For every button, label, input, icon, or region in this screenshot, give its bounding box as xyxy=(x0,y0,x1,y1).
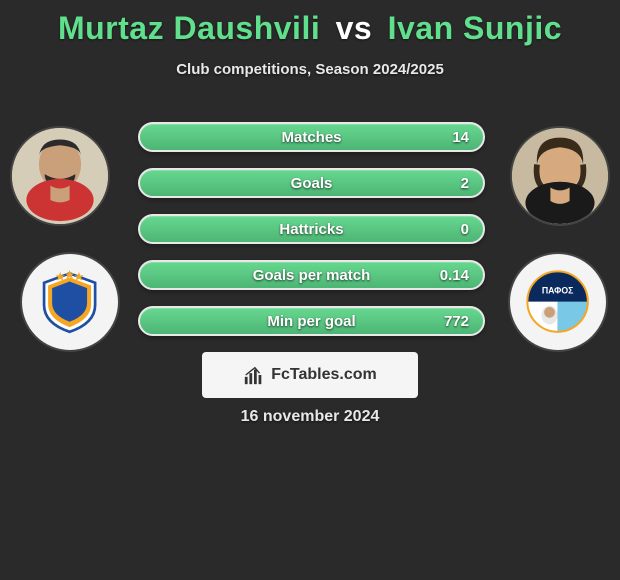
comparison-title: Murtaz Daushvili vs Ivan Sunjic xyxy=(0,0,620,47)
stat-label: Goals per match xyxy=(253,267,371,284)
svg-text:ΠΑΦΟΣ: ΠΑΦΟΣ xyxy=(542,286,574,296)
stat-bar-matches: Matches 14 xyxy=(138,122,485,152)
stat-label: Min per goal xyxy=(267,313,355,330)
stat-label: Matches xyxy=(281,129,341,146)
player2-club-badge: ΠΑΦΟΣ xyxy=(508,252,608,352)
stats-bars: Matches 14 Goals 2 Hattricks 0 Goals per… xyxy=(138,122,485,352)
stat-bar-hattricks: Hattricks 0 xyxy=(138,214,485,244)
brand-text: FcTables.com xyxy=(271,366,377,384)
stat-value-right: 14 xyxy=(452,129,469,146)
stat-label: Hattricks xyxy=(279,221,343,238)
stat-bar-goals: Goals 2 xyxy=(138,168,485,198)
player2-avatar xyxy=(510,126,610,226)
stat-value-right: 0.14 xyxy=(440,267,469,284)
stat-value-right: 0 xyxy=(461,221,469,238)
subtitle: Club competitions, Season 2024/2025 xyxy=(0,61,620,78)
vs-label: vs xyxy=(336,10,373,46)
stat-bar-min-per-goal: Min per goal 772 xyxy=(138,306,485,336)
stat-value-right: 772 xyxy=(444,313,469,330)
player2-name: Ivan Sunjic xyxy=(388,10,562,46)
brand-logo-box: FcTables.com xyxy=(202,352,418,398)
player1-club-badge xyxy=(20,252,120,352)
player1-avatar xyxy=(10,126,110,226)
date-label: 16 november 2024 xyxy=(0,408,620,426)
chart-icon xyxy=(243,364,265,386)
stat-bar-goals-per-match: Goals per match 0.14 xyxy=(138,260,485,290)
stat-label: Goals xyxy=(291,175,333,192)
player1-name: Murtaz Daushvili xyxy=(58,10,320,46)
stat-value-right: 2 xyxy=(461,175,469,192)
